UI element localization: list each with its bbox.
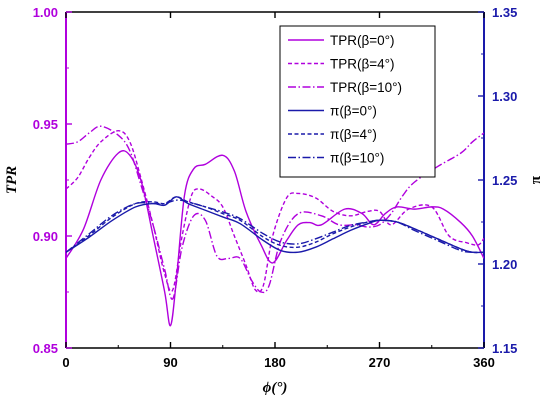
y-left-tick-label: 0.85 xyxy=(33,341,58,356)
y-right-tick-label: 1.30 xyxy=(492,89,517,104)
x-tick-label: 180 xyxy=(264,355,286,370)
legend-label-4: π(β=4°) xyxy=(330,127,377,142)
series-line-4 xyxy=(66,196,484,254)
y-left-tick-label: 1.00 xyxy=(33,5,58,20)
y-right-tick-label: 1.35 xyxy=(492,5,517,20)
y-left-tick-label: 0.95 xyxy=(33,117,58,132)
legend-label-2: TPR(β=10°) xyxy=(330,80,402,95)
legend: TPR(β=0°) TPR(β=4°) TPR(β=10°) π(β=0°) π(β=4… xyxy=(279,25,436,178)
series-line-2 xyxy=(66,125,484,300)
legend-label-1: TPR(β=4°) xyxy=(330,57,395,72)
x-tick-label: 0 xyxy=(62,355,69,370)
legend-label-0: TPR(β=0°) xyxy=(330,33,395,48)
series-line-5 xyxy=(66,199,484,254)
y-left-axis-title: TPR xyxy=(4,166,20,194)
series-line-0 xyxy=(66,150,484,327)
y-right-tick-label: 1.25 xyxy=(492,173,517,188)
series-layer xyxy=(66,125,484,327)
y-right-tick-label: 1.15 xyxy=(492,341,517,356)
legend-label-3: π(β=0°) xyxy=(330,104,377,119)
legend-box xyxy=(279,25,436,178)
x-tick-label: 90 xyxy=(163,355,177,370)
x-axis-title: ϕ(°) xyxy=(263,380,288,396)
y-right-tick-label: 1.20 xyxy=(492,257,517,272)
x-tick-label: 270 xyxy=(369,355,391,370)
y-right-axis-title: π xyxy=(528,175,544,184)
y-left-tick-label: 0.90 xyxy=(33,229,58,244)
x-tick-label: 360 xyxy=(473,355,495,370)
legend-label-5: π(β=10°) xyxy=(330,151,384,166)
axes-layer: 0 90 180 270 360 ϕ(°) 0.85 0.90 0.95 1.00 TPR 1.15 1… xyxy=(4,5,544,396)
